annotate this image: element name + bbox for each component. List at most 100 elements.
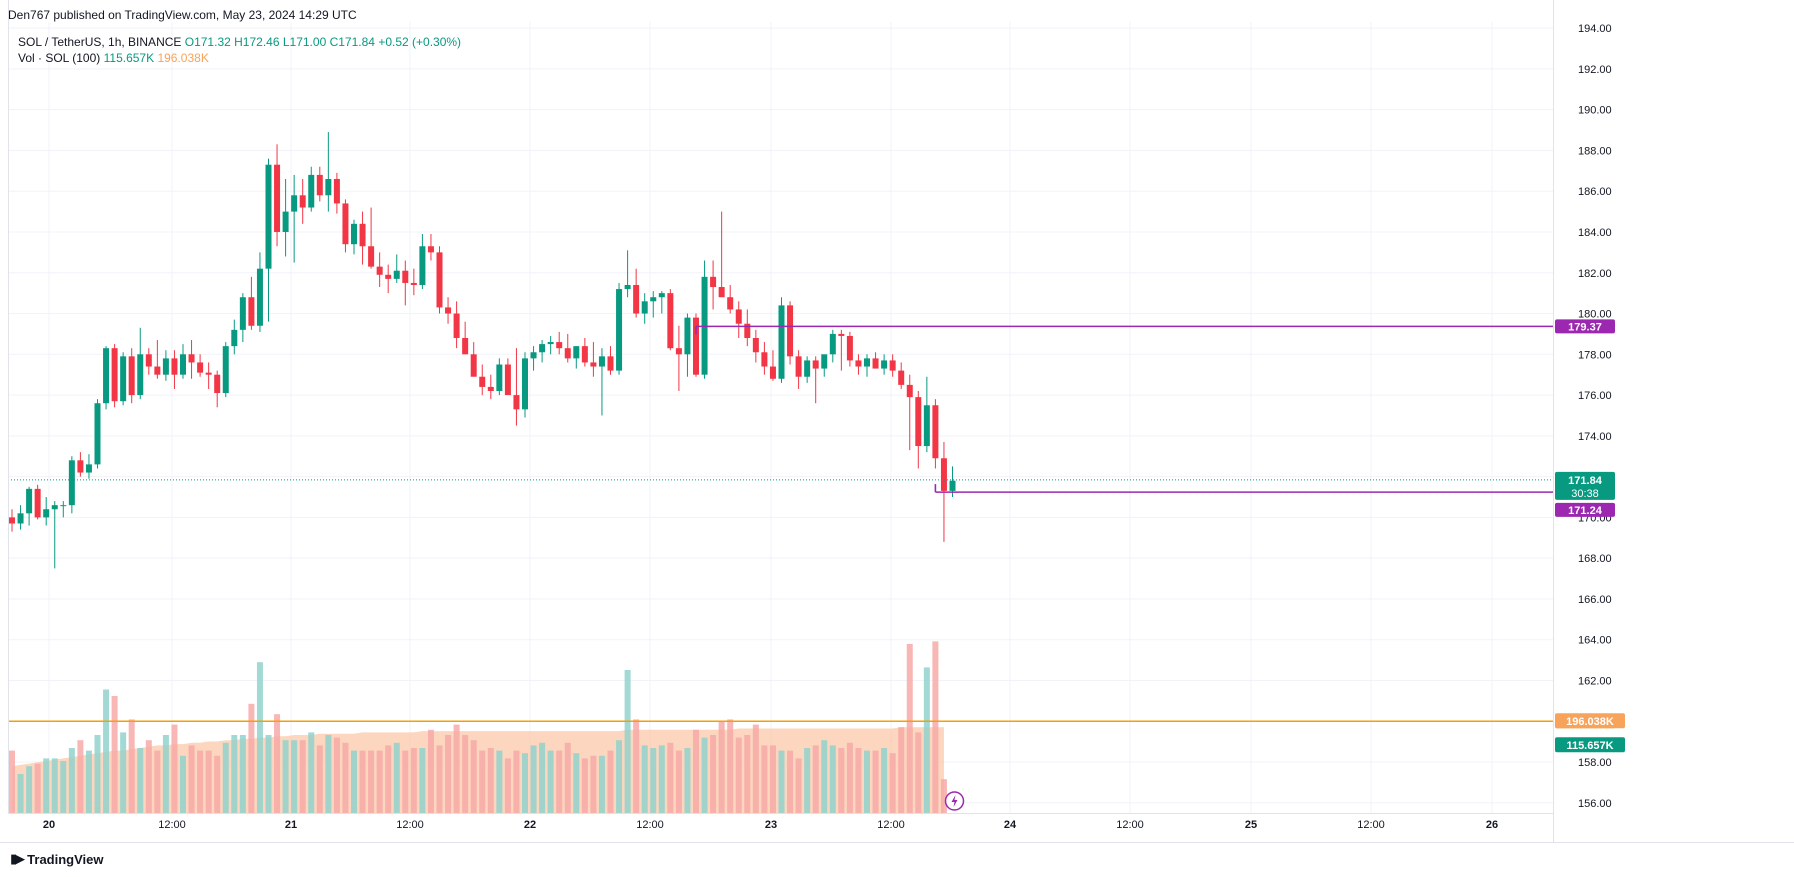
candle-body: [9, 517, 15, 524]
volume-bar: [795, 758, 802, 813]
x-tick-label: 12:00: [636, 819, 664, 831]
volume-bar: [197, 750, 204, 813]
volume-bar: [547, 750, 554, 813]
candle-body: [864, 358, 870, 367]
volume-bar: [718, 722, 725, 813]
candle-body: [239, 297, 246, 330]
volume-bar: [128, 719, 135, 813]
volume-bar: [769, 745, 776, 813]
tradingview-brand: TradingView: [27, 851, 104, 867]
y-tick-label: 180.00: [1578, 309, 1612, 321]
candle-body: [68, 460, 75, 506]
candle-body: [829, 333, 836, 355]
volume-bar: [410, 748, 417, 813]
symbol-legend-row[interactable]: SOL / TetherUS, 1h, BINANCE O171.32 H172…: [18, 34, 461, 50]
candle-body: [462, 337, 469, 355]
candle-body: [761, 352, 768, 367]
candle-body: [898, 370, 905, 385]
candle-body: [616, 289, 623, 371]
volume-bar: [846, 742, 853, 813]
price-labels: 179.37160.00171.8430:38171.24196.038K115…: [1555, 319, 1625, 753]
candle-body: [522, 358, 528, 410]
volume-bar: [855, 748, 862, 813]
volume-bar: [299, 740, 306, 813]
candle-body: [496, 364, 503, 391]
volume-bar: [162, 735, 169, 813]
volume-bar: [103, 689, 110, 813]
tradingview-logo[interactable]: ▮▶ TradingView: [10, 851, 104, 867]
candle-body: [94, 403, 101, 465]
volume-label: Vol · SOL (100): [18, 51, 101, 65]
candle-body: [778, 305, 785, 379]
candle-body: [838, 333, 845, 336]
candle-body: [385, 274, 392, 279]
candle-body: [393, 270, 400, 279]
candle-body: [376, 266, 383, 275]
candle-body: [85, 464, 92, 473]
volume-bar: [333, 737, 340, 813]
candle-body: [359, 223, 366, 247]
candle-body: [162, 358, 169, 375]
lightning-icon: [951, 795, 958, 807]
volume-bar: [624, 670, 631, 813]
candle-body: [436, 252, 443, 308]
candle-body: [43, 509, 50, 518]
volume-bar: [932, 641, 939, 813]
change-value: +0.52 (+0.30%): [378, 35, 462, 49]
x-tick-label: 12:00: [1357, 819, 1385, 831]
candle-body: [299, 195, 306, 208]
volume-bar: [479, 750, 486, 813]
volume-bar: [180, 755, 186, 813]
candle-body: [752, 337, 759, 353]
last-price-bg: [1555, 471, 1615, 500]
lightning-marker[interactable]: [944, 791, 965, 811]
volume-bar: [650, 748, 657, 813]
volume-bar: [17, 774, 24, 813]
volume-bar: [34, 763, 41, 813]
x-tick-label: 12:00: [1116, 819, 1144, 831]
volume-bar: [838, 748, 845, 813]
volume-bar: [427, 729, 434, 813]
price-lines[interactable]: [8, 325, 1553, 723]
candle-body: [188, 354, 195, 363]
label-179-37-bg: [1555, 319, 1615, 334]
candle-body: [744, 323, 751, 338]
label-171-24-bg: [1555, 502, 1615, 517]
volume-bar: [804, 748, 811, 813]
volume-current-label: 115.657K: [1566, 740, 1613, 752]
volume-bar: [231, 735, 238, 813]
y-tick-label: 164.00: [1578, 635, 1612, 647]
candle-body: [872, 358, 879, 369]
volume-bar: [342, 742, 349, 813]
volume-bar: [265, 735, 272, 813]
volume-bar: [701, 737, 708, 813]
volume-bar: [308, 732, 315, 813]
volume-bar: [778, 750, 785, 813]
volume-bar: [385, 745, 392, 813]
candle-body: [308, 174, 315, 208]
candle-body: [282, 211, 289, 232]
volume-bar: [744, 735, 751, 813]
volume-bar: [445, 735, 452, 813]
candle-body: [795, 356, 802, 377]
volume-ma-label-bg: [1555, 713, 1625, 729]
volume-bar: [291, 740, 298, 813]
volume-bar: [761, 745, 768, 813]
volume-ma-label: 196.038K: [1566, 716, 1614, 728]
candle-body: [419, 246, 426, 285]
candle-body: [479, 376, 486, 387]
candle-body: [889, 360, 896, 371]
volume-bar: [51, 758, 58, 813]
volume-bar: [581, 758, 588, 813]
volume-bar: [864, 750, 870, 813]
tradingview-logo-icon: ▮▶: [10, 851, 25, 866]
candle-body: [846, 335, 853, 361]
candle-body: [598, 356, 605, 367]
volume-bar: [368, 750, 375, 813]
volume-legend-row[interactable]: Vol · SOL (100) 115.657K 196.038K: [18, 50, 461, 66]
candle-body: [650, 297, 657, 302]
candle-body: [368, 246, 375, 267]
volume-bar: [923, 667, 930, 813]
x-axis[interactable]: 20 12:00 21 12:00 22 12:00 23 12:00 24 12:00 25 12:…: [0, 0, 1794, 843]
